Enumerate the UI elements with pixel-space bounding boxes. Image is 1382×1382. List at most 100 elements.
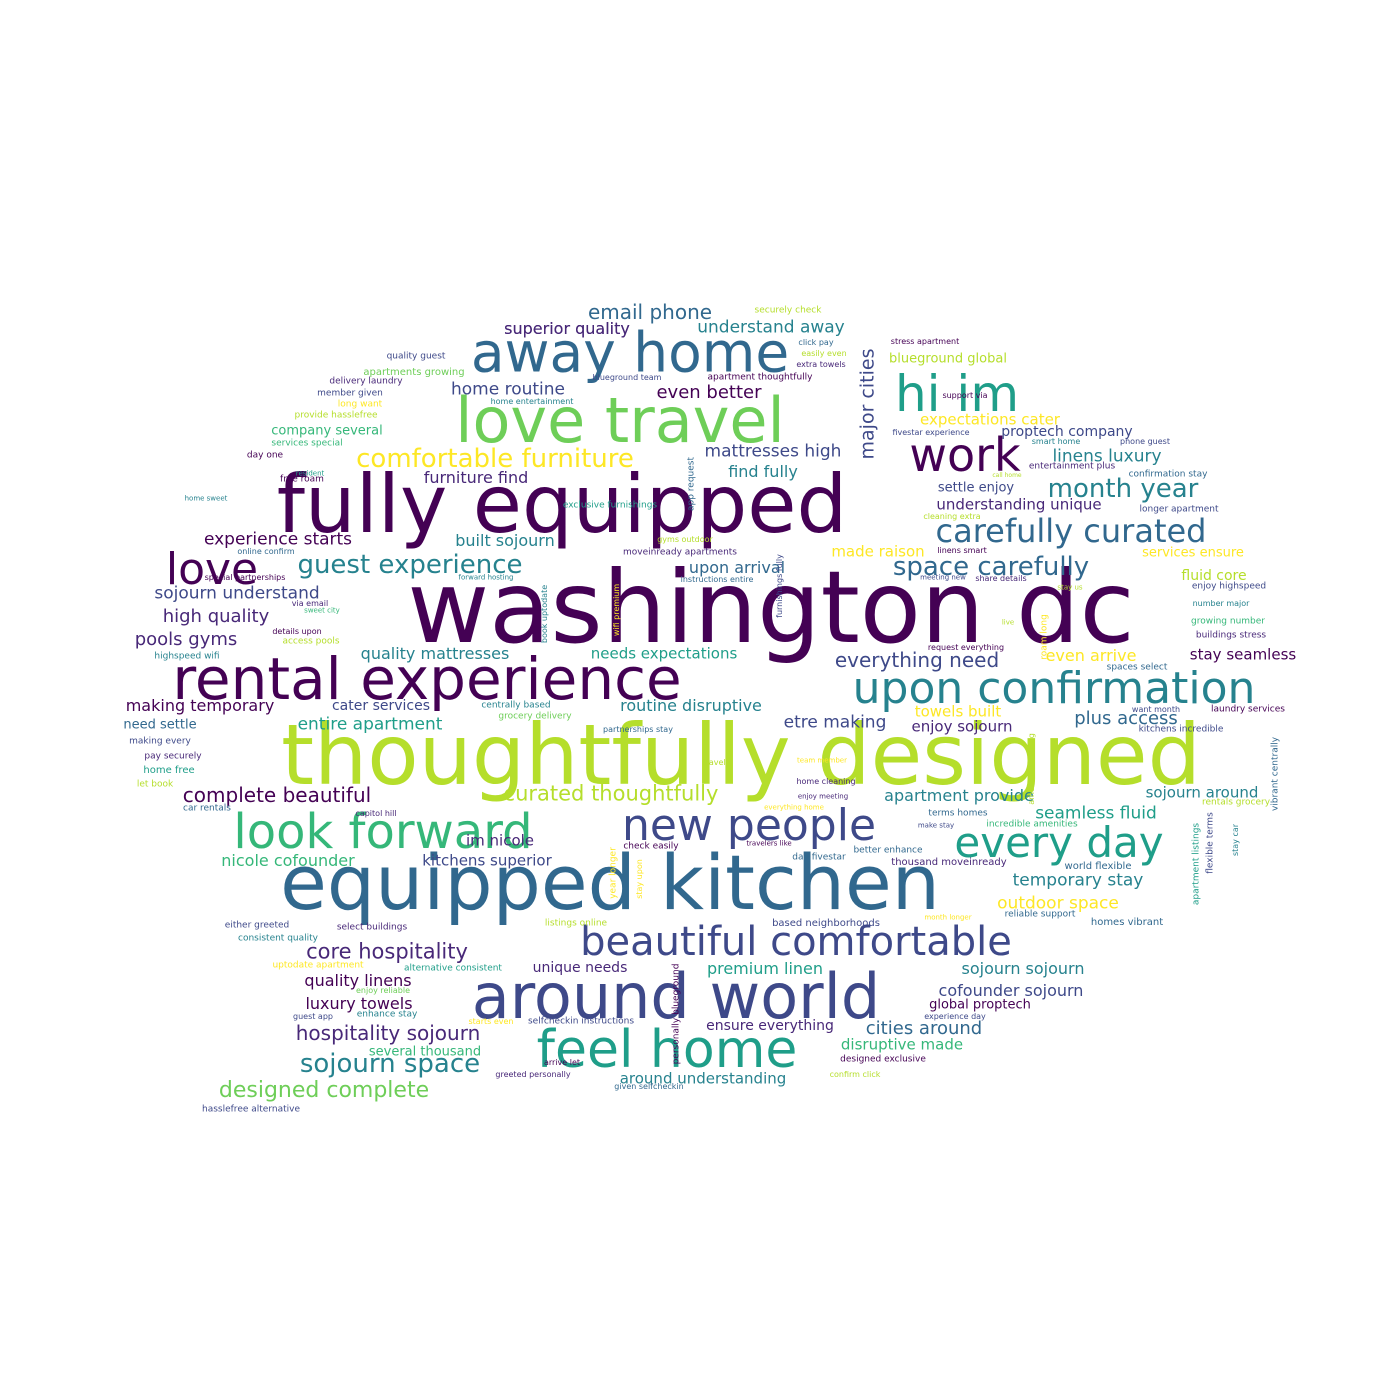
word: need settle [123, 717, 197, 733]
word: incredible amenities [986, 819, 1078, 830]
word: extra towels [796, 360, 846, 369]
word: share details [975, 574, 1027, 583]
word: uptodate apartment [272, 960, 364, 971]
word: smart home [1031, 437, 1081, 446]
word: linens luxury [1052, 446, 1162, 467]
word: consistent quality [238, 933, 318, 944]
word: high quality [162, 606, 270, 627]
word: cleaning extra [923, 512, 981, 521]
word: stay seamless [1189, 645, 1297, 664]
word: fluid core [1181, 568, 1247, 584]
word: away home [470, 320, 790, 385]
word: reliable support [1004, 909, 1076, 920]
word: hi im [894, 365, 1020, 423]
word: buildings stress [1195, 630, 1267, 641]
word: apartment provide [884, 786, 1034, 805]
word: every day [954, 818, 1164, 867]
word: phone guest [1120, 437, 1170, 446]
word: laundry services [1211, 704, 1285, 715]
word: experience day [924, 1012, 986, 1021]
word: given selfcheckin [614, 1082, 684, 1091]
word: email phone [587, 300, 713, 324]
word: premium linen [706, 959, 824, 978]
word: mattresses high [704, 441, 842, 462]
word: fivestar experience [892, 428, 970, 437]
word: nicole cofounder [221, 851, 355, 870]
word: amenities making [1027, 733, 1036, 805]
word: apartments growing [363, 367, 465, 378]
word: core hospitality [306, 939, 468, 964]
word: feel home [536, 1020, 798, 1080]
word: major cities [856, 348, 879, 460]
word: day one [246, 450, 284, 461]
word: enhance stay [356, 1009, 418, 1020]
word: space carefully [892, 552, 1090, 582]
word: highspeed wifi [154, 651, 220, 662]
word: stay car [1231, 823, 1240, 857]
word: resident [295, 469, 325, 478]
word: understand away [697, 317, 845, 338]
word: member given [317, 388, 383, 399]
word: based neighborhoods [772, 918, 880, 929]
word: sojourn sojourn [961, 959, 1085, 978]
word: services special [271, 438, 343, 449]
word: provide hasslefree [294, 410, 378, 421]
word: arrive let [543, 1058, 581, 1067]
word: settle enjoy [937, 480, 1015, 496]
word: click pay [798, 338, 834, 347]
word: listings online [544, 918, 608, 929]
word: apartment thoughtfully [707, 372, 813, 383]
word: guest app [293, 1012, 333, 1021]
word: rentals grocery [1201, 797, 1271, 808]
word: alternative consistent [404, 963, 502, 974]
word: starts even [468, 1017, 514, 1026]
word: luxury towels [305, 994, 413, 1013]
word: thousand moveinready [891, 857, 1007, 868]
word: confirmation stay [1128, 469, 1208, 480]
word: quality linens [304, 971, 412, 990]
word: everything need [834, 648, 1000, 672]
word: sweet city [304, 606, 340, 615]
word: enjoy highspeed [1191, 581, 1267, 592]
word: find fully [728, 462, 798, 481]
word: home free [143, 765, 195, 776]
word: book uptodate [540, 584, 549, 644]
word: washington dc [407, 549, 1135, 666]
word: greeted personally [495, 1070, 571, 1079]
word: understanding unique [936, 495, 1102, 514]
word: either greeted [224, 920, 290, 931]
word: let book [136, 779, 174, 790]
word: look forward [233, 804, 533, 860]
word: month longer [924, 913, 972, 922]
word: better enhance [853, 845, 923, 856]
word: pools gyms [134, 629, 238, 650]
word: day fivestar [792, 852, 846, 863]
word: entire apartment [297, 714, 443, 735]
word: special partnerships [204, 573, 286, 582]
word: hasslefree alternative [202, 1104, 300, 1115]
word: designed exclusive [840, 1054, 926, 1065]
word: around understanding [619, 1069, 787, 1088]
word: equipped kitchen [280, 838, 940, 927]
word: services ensure [1142, 545, 1244, 561]
word: world flexible [1064, 861, 1132, 872]
word: ensure everything [706, 1018, 834, 1034]
word: vibrant centrally [1270, 736, 1281, 812]
word: needs expectations [590, 644, 738, 663]
word: sojourn space [299, 1049, 481, 1079]
word: cities around [865, 1018, 983, 1039]
word: hospitality sojourn [295, 1021, 481, 1045]
word: carefully curated [935, 512, 1207, 550]
word: sojourn understand [154, 583, 320, 604]
word: stay us [1057, 583, 1083, 592]
word: disruptive made [840, 1035, 964, 1054]
word: everything home [764, 803, 824, 812]
word: instructions entire [680, 575, 754, 584]
word: travelers like [746, 839, 792, 848]
word: towels built [914, 702, 1002, 721]
word: longer apartment [1139, 504, 1219, 515]
word: global proptech [929, 997, 1031, 1013]
word: gyms outdoor [657, 535, 713, 544]
word: enjoy reliable [356, 986, 410, 995]
word: beautiful comfortable [580, 919, 1012, 965]
